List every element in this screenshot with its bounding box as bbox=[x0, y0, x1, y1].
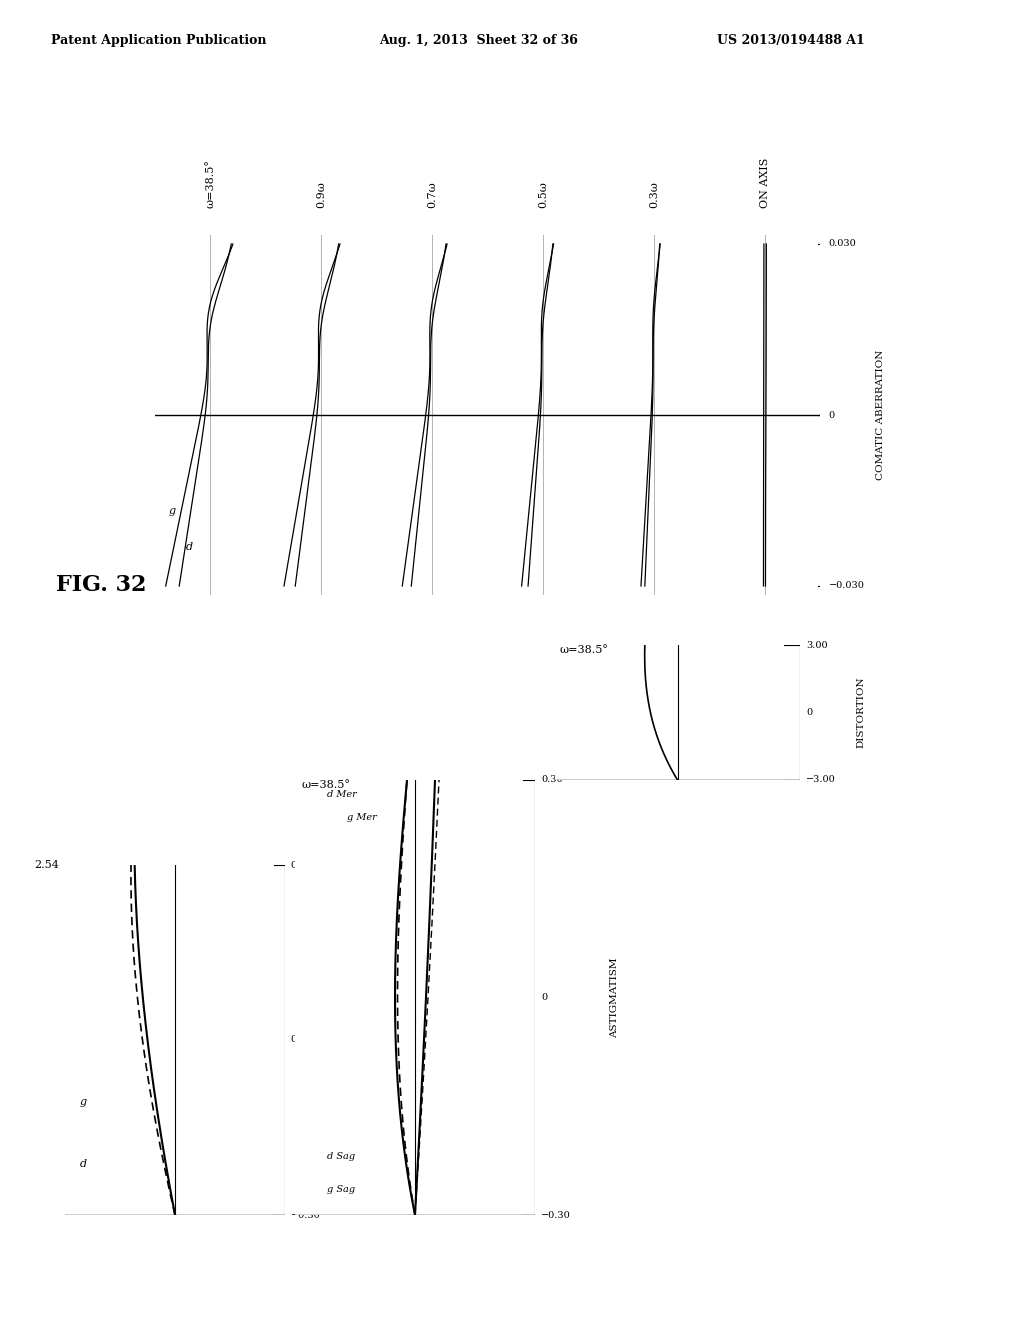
Text: DISTORTION: DISTORTION bbox=[857, 677, 865, 748]
Text: 0.30: 0.30 bbox=[541, 776, 562, 784]
Text: COMATIC ABERRATION: COMATIC ABERRATION bbox=[877, 350, 886, 480]
Text: Patent Application Publication: Patent Application Publication bbox=[51, 34, 266, 48]
Text: 0.7ω: 0.7ω bbox=[427, 181, 437, 209]
Text: g Mer: g Mer bbox=[347, 813, 377, 821]
Text: −3.00: −3.00 bbox=[806, 776, 836, 784]
Text: d: d bbox=[186, 543, 194, 552]
Text: FIG. 32: FIG. 32 bbox=[56, 574, 146, 597]
Text: ω=38.5°: ω=38.5° bbox=[559, 645, 608, 655]
Text: −0.30: −0.30 bbox=[291, 1210, 321, 1220]
Text: SPHERICAL ABERRATION: SPHERICAL ABERRATION bbox=[354, 969, 362, 1111]
Text: d Mer: d Mer bbox=[327, 789, 356, 799]
Text: ASTIGMATISM: ASTIGMATISM bbox=[610, 957, 620, 1038]
Text: g: g bbox=[168, 506, 175, 516]
Text: −0.030: −0.030 bbox=[828, 582, 864, 590]
Text: d Sag: d Sag bbox=[327, 1151, 355, 1160]
Text: 2.54: 2.54 bbox=[35, 861, 59, 870]
Text: g Sag: g Sag bbox=[327, 1185, 355, 1195]
Text: 0: 0 bbox=[291, 1035, 297, 1044]
Text: 0: 0 bbox=[541, 993, 547, 1002]
Text: ON AXIS: ON AXIS bbox=[760, 157, 770, 209]
Text: Aug. 1, 2013  Sheet 32 of 36: Aug. 1, 2013 Sheet 32 of 36 bbox=[379, 34, 578, 48]
Text: 3.00: 3.00 bbox=[806, 640, 827, 649]
Text: d: d bbox=[80, 1159, 87, 1168]
Text: US 2013/0194488 A1: US 2013/0194488 A1 bbox=[717, 34, 864, 48]
Text: −0.30: −0.30 bbox=[541, 1210, 570, 1220]
Text: 0.30: 0.30 bbox=[291, 861, 312, 870]
Text: 0: 0 bbox=[806, 708, 812, 717]
Text: ω=38.5°: ω=38.5° bbox=[206, 160, 215, 209]
Text: 0.9ω: 0.9ω bbox=[316, 181, 327, 209]
Text: 0.030: 0.030 bbox=[828, 239, 857, 248]
Text: 0: 0 bbox=[828, 411, 835, 420]
Text: ω=38.5°: ω=38.5° bbox=[301, 780, 350, 789]
Text: 0.5ω: 0.5ω bbox=[538, 181, 548, 209]
Text: g: g bbox=[80, 1097, 87, 1106]
Text: 0.3ω: 0.3ω bbox=[649, 181, 658, 209]
